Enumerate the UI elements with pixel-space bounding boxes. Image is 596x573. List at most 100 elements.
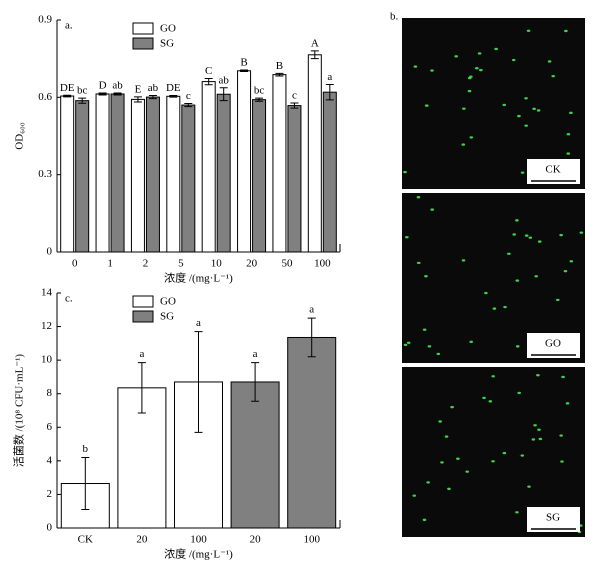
bar (287, 336, 337, 529)
bar (272, 74, 287, 253)
cell (526, 29, 531, 32)
cell (440, 461, 444, 464)
cell (469, 136, 474, 139)
cell (503, 305, 507, 309)
cell (515, 219, 519, 222)
cell (403, 343, 408, 347)
cell (422, 328, 427, 331)
cell (560, 460, 564, 463)
cell (517, 114, 521, 118)
cell (462, 107, 466, 110)
error-bar (133, 96, 142, 103)
error-bar (78, 97, 87, 104)
cell (413, 65, 418, 68)
error-bar (148, 95, 157, 100)
y-tick-label: 0.3 (38, 168, 52, 180)
error-bar (310, 50, 319, 60)
error-bar (63, 94, 72, 98)
significance-letter: A (311, 37, 319, 49)
x-axis-label: 浓度 /(mg·L⁻¹) (164, 271, 233, 285)
cell (430, 69, 434, 72)
cell (406, 341, 411, 345)
x-tick-label: 2 (143, 258, 149, 270)
x-tick-label: 10 (211, 258, 223, 270)
cell (482, 396, 486, 400)
cell (566, 133, 571, 136)
y-tick-label: 0.6 (38, 91, 52, 103)
cell (488, 400, 493, 403)
significance-letter: c (292, 90, 297, 102)
cell (524, 234, 529, 237)
error-bar (275, 72, 284, 77)
significance-letter: a (196, 317, 201, 329)
cell (416, 196, 421, 199)
bar (95, 93, 110, 253)
y-tick-label: 12 (41, 320, 52, 332)
error-bar (255, 97, 264, 102)
bar (322, 91, 337, 253)
error-bar (81, 457, 90, 511)
cell (461, 143, 466, 146)
error-bar (169, 95, 178, 98)
cell (515, 511, 519, 514)
cell (537, 240, 542, 243)
cell (494, 47, 498, 51)
cell (430, 208, 434, 211)
x-tick-label: 50 (281, 258, 293, 270)
cell (531, 438, 536, 441)
scale-box (527, 159, 580, 184)
error-bar (325, 83, 334, 101)
cell (559, 434, 563, 437)
cell (438, 420, 442, 423)
x-tick-label: 0 (72, 258, 78, 270)
cell (456, 457, 460, 460)
significance-letter: DE (60, 82, 75, 94)
significance-letter: a (327, 71, 332, 83)
x-tick-label: 100 (303, 534, 320, 546)
cell (533, 424, 537, 427)
significance-letter: ab (112, 79, 123, 91)
bar (307, 54, 322, 253)
cell (555, 298, 560, 302)
significance-letter: a (253, 348, 258, 360)
significance-letter: a (139, 348, 144, 360)
cell (454, 55, 458, 58)
error-bar (219, 87, 228, 102)
x-tick-label: 20 (136, 534, 148, 546)
cell (538, 437, 543, 441)
y-tick-label: 8 (47, 387, 53, 399)
cell (444, 435, 449, 438)
x-axis-label: 浓度 /(mg·L⁻¹) (164, 547, 233, 561)
cell (491, 460, 495, 463)
cell (561, 375, 565, 379)
cell (559, 233, 563, 237)
bar (287, 105, 302, 253)
cell (474, 67, 479, 70)
legend-swatch (132, 22, 154, 35)
error-bar (194, 331, 203, 433)
cell (467, 89, 472, 93)
bar (181, 104, 196, 253)
legend-swatch (132, 37, 154, 50)
bar (145, 96, 160, 253)
cell (491, 375, 495, 378)
cell (524, 124, 528, 127)
y-tick-label: 0 (47, 522, 53, 534)
cell (527, 485, 531, 488)
cell (564, 29, 568, 33)
legend-swatch (132, 310, 154, 323)
significance-letter: E (135, 83, 142, 95)
x-tick-label: CK (78, 534, 93, 546)
bar (230, 381, 280, 529)
cell (469, 340, 473, 344)
cell (424, 275, 428, 278)
cell (492, 307, 497, 310)
error-bar (251, 362, 260, 402)
error-bar (98, 92, 107, 96)
bar (60, 95, 75, 253)
bar (110, 93, 125, 253)
legend-label: SG (160, 311, 174, 323)
error-bar (307, 317, 316, 358)
x-tick-label: 20 (250, 534, 262, 546)
